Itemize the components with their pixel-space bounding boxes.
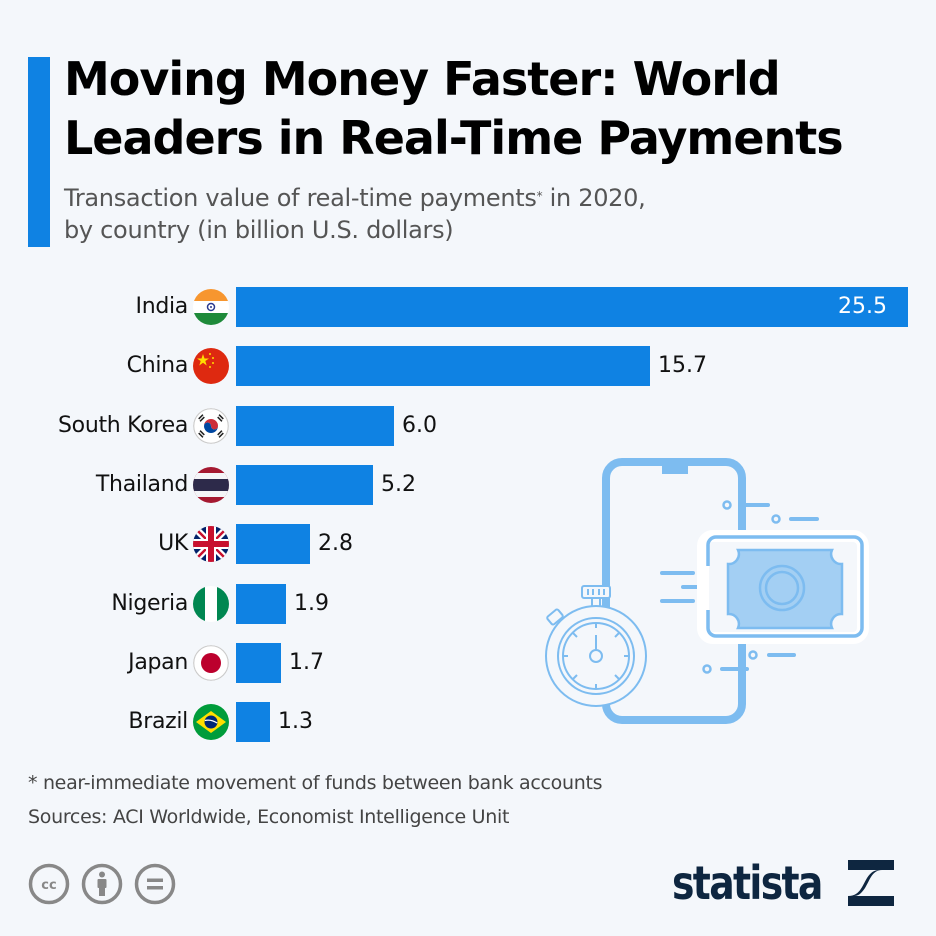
speed-lines-icon — [660, 500, 819, 674]
table-row: Thailand 5.2 — [0, 464, 936, 505]
footnote: * near-immediate movement of funds betwe… — [28, 772, 603, 794]
data-bar — [236, 287, 908, 327]
table-row: China 15.7 — [0, 346, 936, 387]
payment-illustration — [545, 458, 869, 724]
value-label: 1.3 — [278, 709, 313, 735]
value-label: 25.5 — [838, 294, 887, 319]
country-label: South Korea — [58, 412, 188, 438]
country-label: Thailand — [95, 471, 188, 497]
data-bar — [236, 464, 373, 505]
uk-flag-icon — [193, 526, 229, 563]
value-label: 15.7 — [658, 353, 707, 379]
value-label: 5.2 — [381, 471, 416, 497]
table-row: Nigeria 1.9 — [0, 583, 936, 624]
country-label: India — [135, 294, 189, 319]
banknote-icon — [697, 530, 869, 644]
sources: Sources: ACI Worldwide, Economist Intell… — [28, 806, 510, 828]
data-bar — [236, 642, 281, 683]
country-label: Nigeria — [111, 590, 188, 616]
value-label: 1.7 — [289, 649, 324, 675]
table-row: Japan 1.7 — [0, 642, 936, 683]
brazil-flag-icon — [193, 704, 229, 741]
logo-text: statista — [672, 856, 823, 910]
south-korea-flag-icon — [193, 407, 229, 444]
chart-subtitle: Transaction value of real-time payments*… — [64, 184, 646, 244]
country-label: Japan — [128, 649, 188, 675]
data-bar — [236, 346, 650, 387]
chart-title: Moving Money Faster: World Leaders in Re… — [64, 52, 844, 165]
country-label: Brazil — [128, 709, 188, 735]
stopwatch-icon — [545, 585, 647, 707]
country-label: UK — [158, 531, 188, 557]
data-bar — [236, 405, 394, 446]
license-icons: cc — [28, 863, 176, 905]
table-row: India 25.5 — [0, 287, 936, 327]
value-label: 1.9 — [294, 590, 329, 616]
japan-flag-icon — [193, 644, 229, 681]
attribution-icon[interactable] — [81, 863, 123, 905]
title-accent-bar — [28, 57, 50, 247]
data-bar — [236, 702, 270, 743]
cc-icon[interactable]: cc — [28, 863, 70, 905]
country-label: China — [126, 353, 189, 379]
value-label: 2.8 — [318, 531, 353, 557]
data-bar — [236, 524, 310, 565]
statista-mark-icon — [848, 860, 894, 906]
table-row: Brazil 1.3 — [0, 702, 936, 743]
thailand-flag-icon — [193, 466, 229, 503]
value-label: 6.0 — [402, 412, 437, 438]
data-bar — [236, 583, 286, 624]
india-flag-icon — [193, 289, 229, 325]
table-row: UK 2.8 — [0, 524, 936, 565]
statista-logo[interactable]: statista — [672, 858, 894, 908]
table-row: South Korea 6.0 — [0, 405, 936, 446]
svg-text:cc: cc — [41, 878, 56, 893]
no-derivatives-icon[interactable] — [134, 863, 176, 905]
china-flag-icon — [193, 348, 229, 385]
nigeria-flag-icon — [193, 585, 229, 622]
